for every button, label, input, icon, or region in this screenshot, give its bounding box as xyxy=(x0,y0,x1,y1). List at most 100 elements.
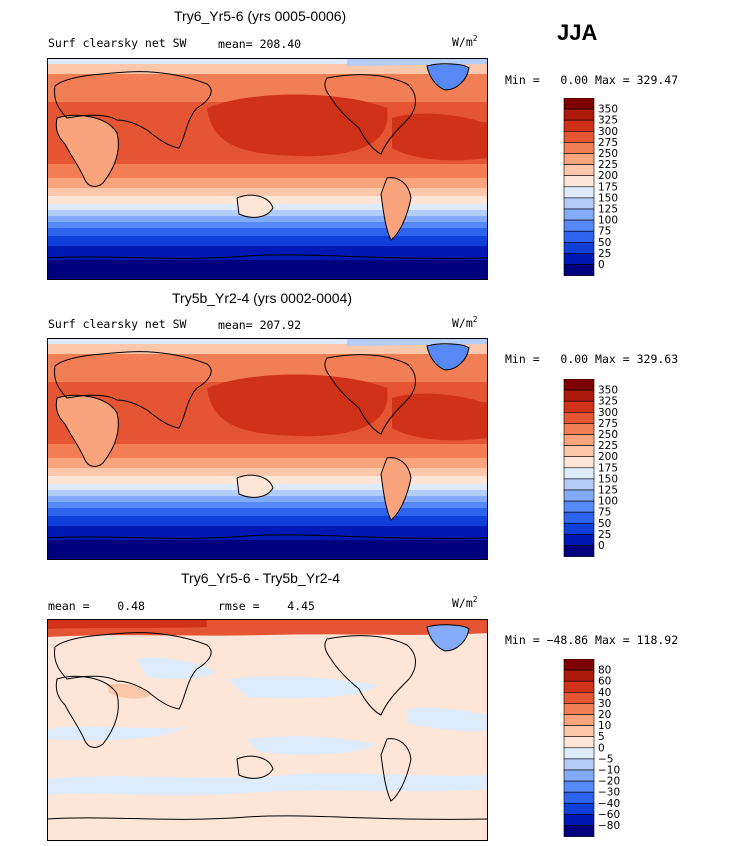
panel-1-units: W/m2 xyxy=(452,34,478,49)
colorbar-swatch xyxy=(563,467,595,480)
colorbar-swatch xyxy=(563,523,595,535)
colorbar-tick-label: 30 xyxy=(598,698,611,710)
colorbar-swatch xyxy=(563,780,595,793)
colorbar-tick-label: 125 xyxy=(598,204,618,216)
colorbar-swatch xyxy=(563,164,595,176)
colorbar-swatch xyxy=(563,434,595,446)
colorbar-tick-label: 20 xyxy=(598,709,611,721)
panel-3-rmse: rmse = 4.45 xyxy=(218,599,315,613)
colorbar-swatch xyxy=(563,659,595,671)
colorbar-tick-label: 200 xyxy=(598,170,618,182)
colorbar-swatch xyxy=(563,379,595,391)
colorbar-swatch xyxy=(563,389,595,402)
colorbar-swatch xyxy=(563,791,595,804)
colorbar-tick-label: 5 xyxy=(598,731,605,743)
colorbar-swatch xyxy=(563,242,595,254)
colorbar-swatch xyxy=(563,197,595,210)
colorbar-swatch xyxy=(563,411,595,424)
panel-2-title: Try5b_Yr2-4 (yrs 0002-0004) xyxy=(172,290,353,306)
panel-3-max-label: Max = xyxy=(595,633,630,647)
panel-3-mean-value: 0.48 xyxy=(117,599,145,613)
colorbar-swatch xyxy=(563,219,595,232)
colorbar-tick-label: −20 xyxy=(598,776,620,788)
colorbar-swatch xyxy=(563,253,595,265)
colorbar-tick-label: −60 xyxy=(598,809,620,821)
colorbar-tick-label: 150 xyxy=(598,473,618,485)
colorbar-tick-label: 40 xyxy=(598,687,611,699)
colorbar-swatch xyxy=(563,175,595,188)
colorbar-tick-label: 350 xyxy=(598,104,618,116)
colorbar-tick-label: 300 xyxy=(598,126,618,138)
colorbar-tick-label: 100 xyxy=(598,215,618,227)
colorbar-swatch xyxy=(563,814,595,826)
panel-3-mean: mean = 0.48 xyxy=(48,599,145,613)
colorbar-tick-label: 200 xyxy=(598,451,618,463)
colorbar-swatch xyxy=(563,230,595,243)
colorbar-tick-label: −40 xyxy=(598,798,620,810)
panel-2-mean-value: 207.92 xyxy=(259,318,302,332)
panel-2-min-max: Min = 0.00 Max = 329.63 xyxy=(505,352,678,366)
panel-2-mean: mean= 207.92 xyxy=(218,318,301,332)
colorbar-tick-label: 125 xyxy=(598,485,618,497)
season-label: JJA xyxy=(557,20,598,45)
colorbar-swatch xyxy=(563,456,595,469)
panel-1-map xyxy=(47,58,488,280)
colorbar-swatch xyxy=(563,208,595,221)
panel-3-units: W/m2 xyxy=(452,595,478,610)
colorbar-tick-label: 350 xyxy=(598,385,618,397)
colorbar-tick-label: 225 xyxy=(598,159,618,171)
colorbar-swatch xyxy=(563,714,595,726)
colorbar-swatch xyxy=(563,400,595,413)
colorbar-swatch xyxy=(563,545,595,557)
colorbar-tick-label: 325 xyxy=(598,396,618,408)
colorbar-swatch xyxy=(563,423,595,435)
panel-2-map xyxy=(47,338,488,560)
colorbar-tick-label: 10 xyxy=(598,720,611,732)
colorbar-tick-label: 60 xyxy=(598,676,611,688)
colorbar-swatch xyxy=(563,803,595,815)
colorbar-tick-label: 25 xyxy=(598,529,611,541)
colorbar-tick-label: 25 xyxy=(598,248,611,260)
panel-3-min-label: Min = xyxy=(505,633,540,647)
colorbar-tick-label: 175 xyxy=(598,462,618,474)
colorbar-tick-label: 0 xyxy=(598,259,605,271)
colorbar-swatch xyxy=(563,478,595,491)
colorbar-swatch xyxy=(563,725,595,737)
colorbar-swatch xyxy=(563,108,595,121)
colorbar-swatch xyxy=(563,747,595,760)
panel-1-mean: mean= 208.40 xyxy=(218,37,301,51)
colorbar-swatch xyxy=(563,153,595,165)
colorbar-swatch xyxy=(563,489,595,502)
colorbar-swatch xyxy=(563,691,595,704)
colorbar-swatch xyxy=(563,142,595,154)
panel-1-max-label: Max = xyxy=(595,73,630,87)
panel-1-coastlines xyxy=(47,63,488,259)
colorbar-tick-label: 250 xyxy=(598,429,618,441)
panel-2-coastlines xyxy=(47,343,488,539)
colorbar-tick-label: −5 xyxy=(598,753,613,765)
colorbar-tick-label: 275 xyxy=(598,418,618,430)
colorbar-tick-label: 50 xyxy=(598,518,611,530)
colorbar-swatch xyxy=(563,680,595,693)
colorbar-swatch xyxy=(563,534,595,546)
colorbar-tick-label: 75 xyxy=(598,226,611,238)
panel-3-max-value: 118.92 xyxy=(636,633,679,647)
panel-1-sw-field xyxy=(47,58,488,280)
panel-2-field-name: Surf clearsky net SW xyxy=(48,317,187,331)
colorbar-swatch xyxy=(563,736,595,749)
colorbar-tick-label: −80 xyxy=(598,820,620,832)
panel-3-min-value: −48.86 xyxy=(546,633,589,647)
colorbar-tick-label: 75 xyxy=(598,507,611,519)
panel-2-units: W/m2 xyxy=(452,315,478,330)
panel-1-min-label: Min = xyxy=(505,73,540,87)
panel-1-min-max: Min = 0.00 Max = 329.47 xyxy=(505,73,678,87)
colorbar-tick-label: 0 xyxy=(598,742,605,754)
colorbar-tick-label: 250 xyxy=(598,148,618,160)
panel-2-max-label: Max = xyxy=(595,352,630,366)
panel-3-diff-field xyxy=(47,619,488,841)
colorbar-swatch xyxy=(563,758,595,771)
colorbar-tick-label: 325 xyxy=(598,115,618,127)
colorbar-tick-label: 80 xyxy=(598,665,611,677)
colorbar-swatch xyxy=(563,186,595,199)
